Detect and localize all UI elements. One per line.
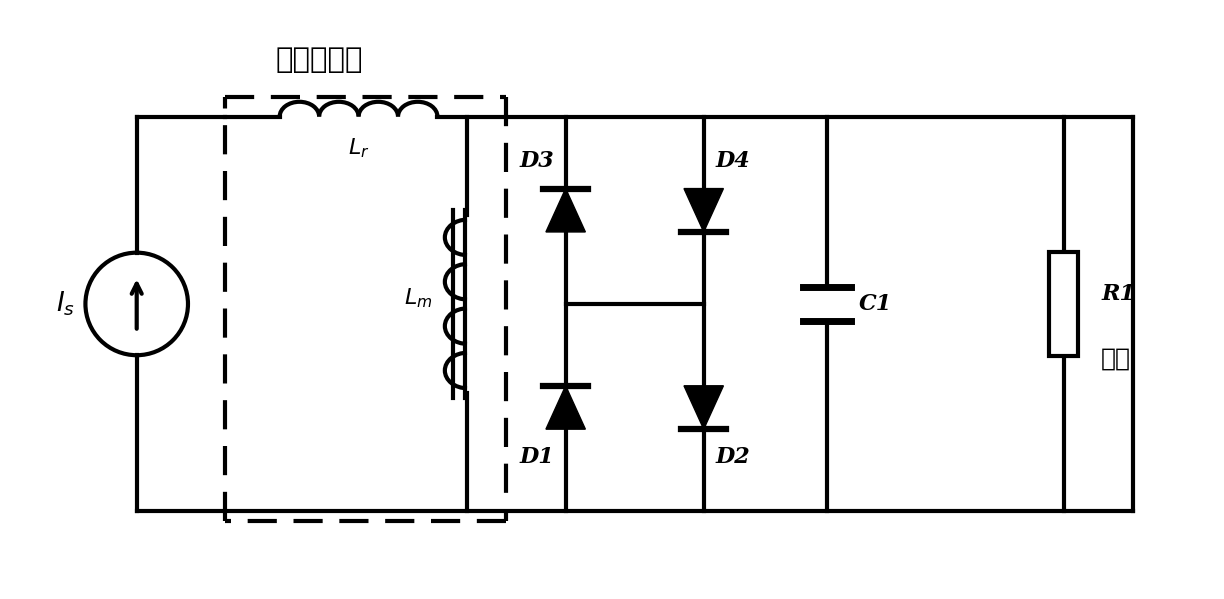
Text: $L_m$: $L_m$	[404, 286, 432, 310]
Polygon shape	[546, 189, 585, 232]
Bar	[1049, 252, 1078, 356]
Text: $I_s$: $I_s$	[56, 290, 75, 318]
Text: D3: D3	[519, 150, 553, 172]
Text: C1: C1	[858, 293, 892, 315]
Text: 负载: 负载	[1102, 346, 1131, 370]
Text: D1: D1	[519, 446, 553, 468]
Text: R1: R1	[1102, 283, 1135, 305]
Text: 电流互感器: 电流互感器	[275, 46, 362, 74]
Text: D2: D2	[716, 446, 750, 468]
Text: D4: D4	[716, 150, 750, 172]
Text: $L_r$: $L_r$	[348, 136, 370, 160]
Polygon shape	[684, 189, 723, 232]
Polygon shape	[546, 386, 585, 429]
Polygon shape	[684, 386, 723, 429]
